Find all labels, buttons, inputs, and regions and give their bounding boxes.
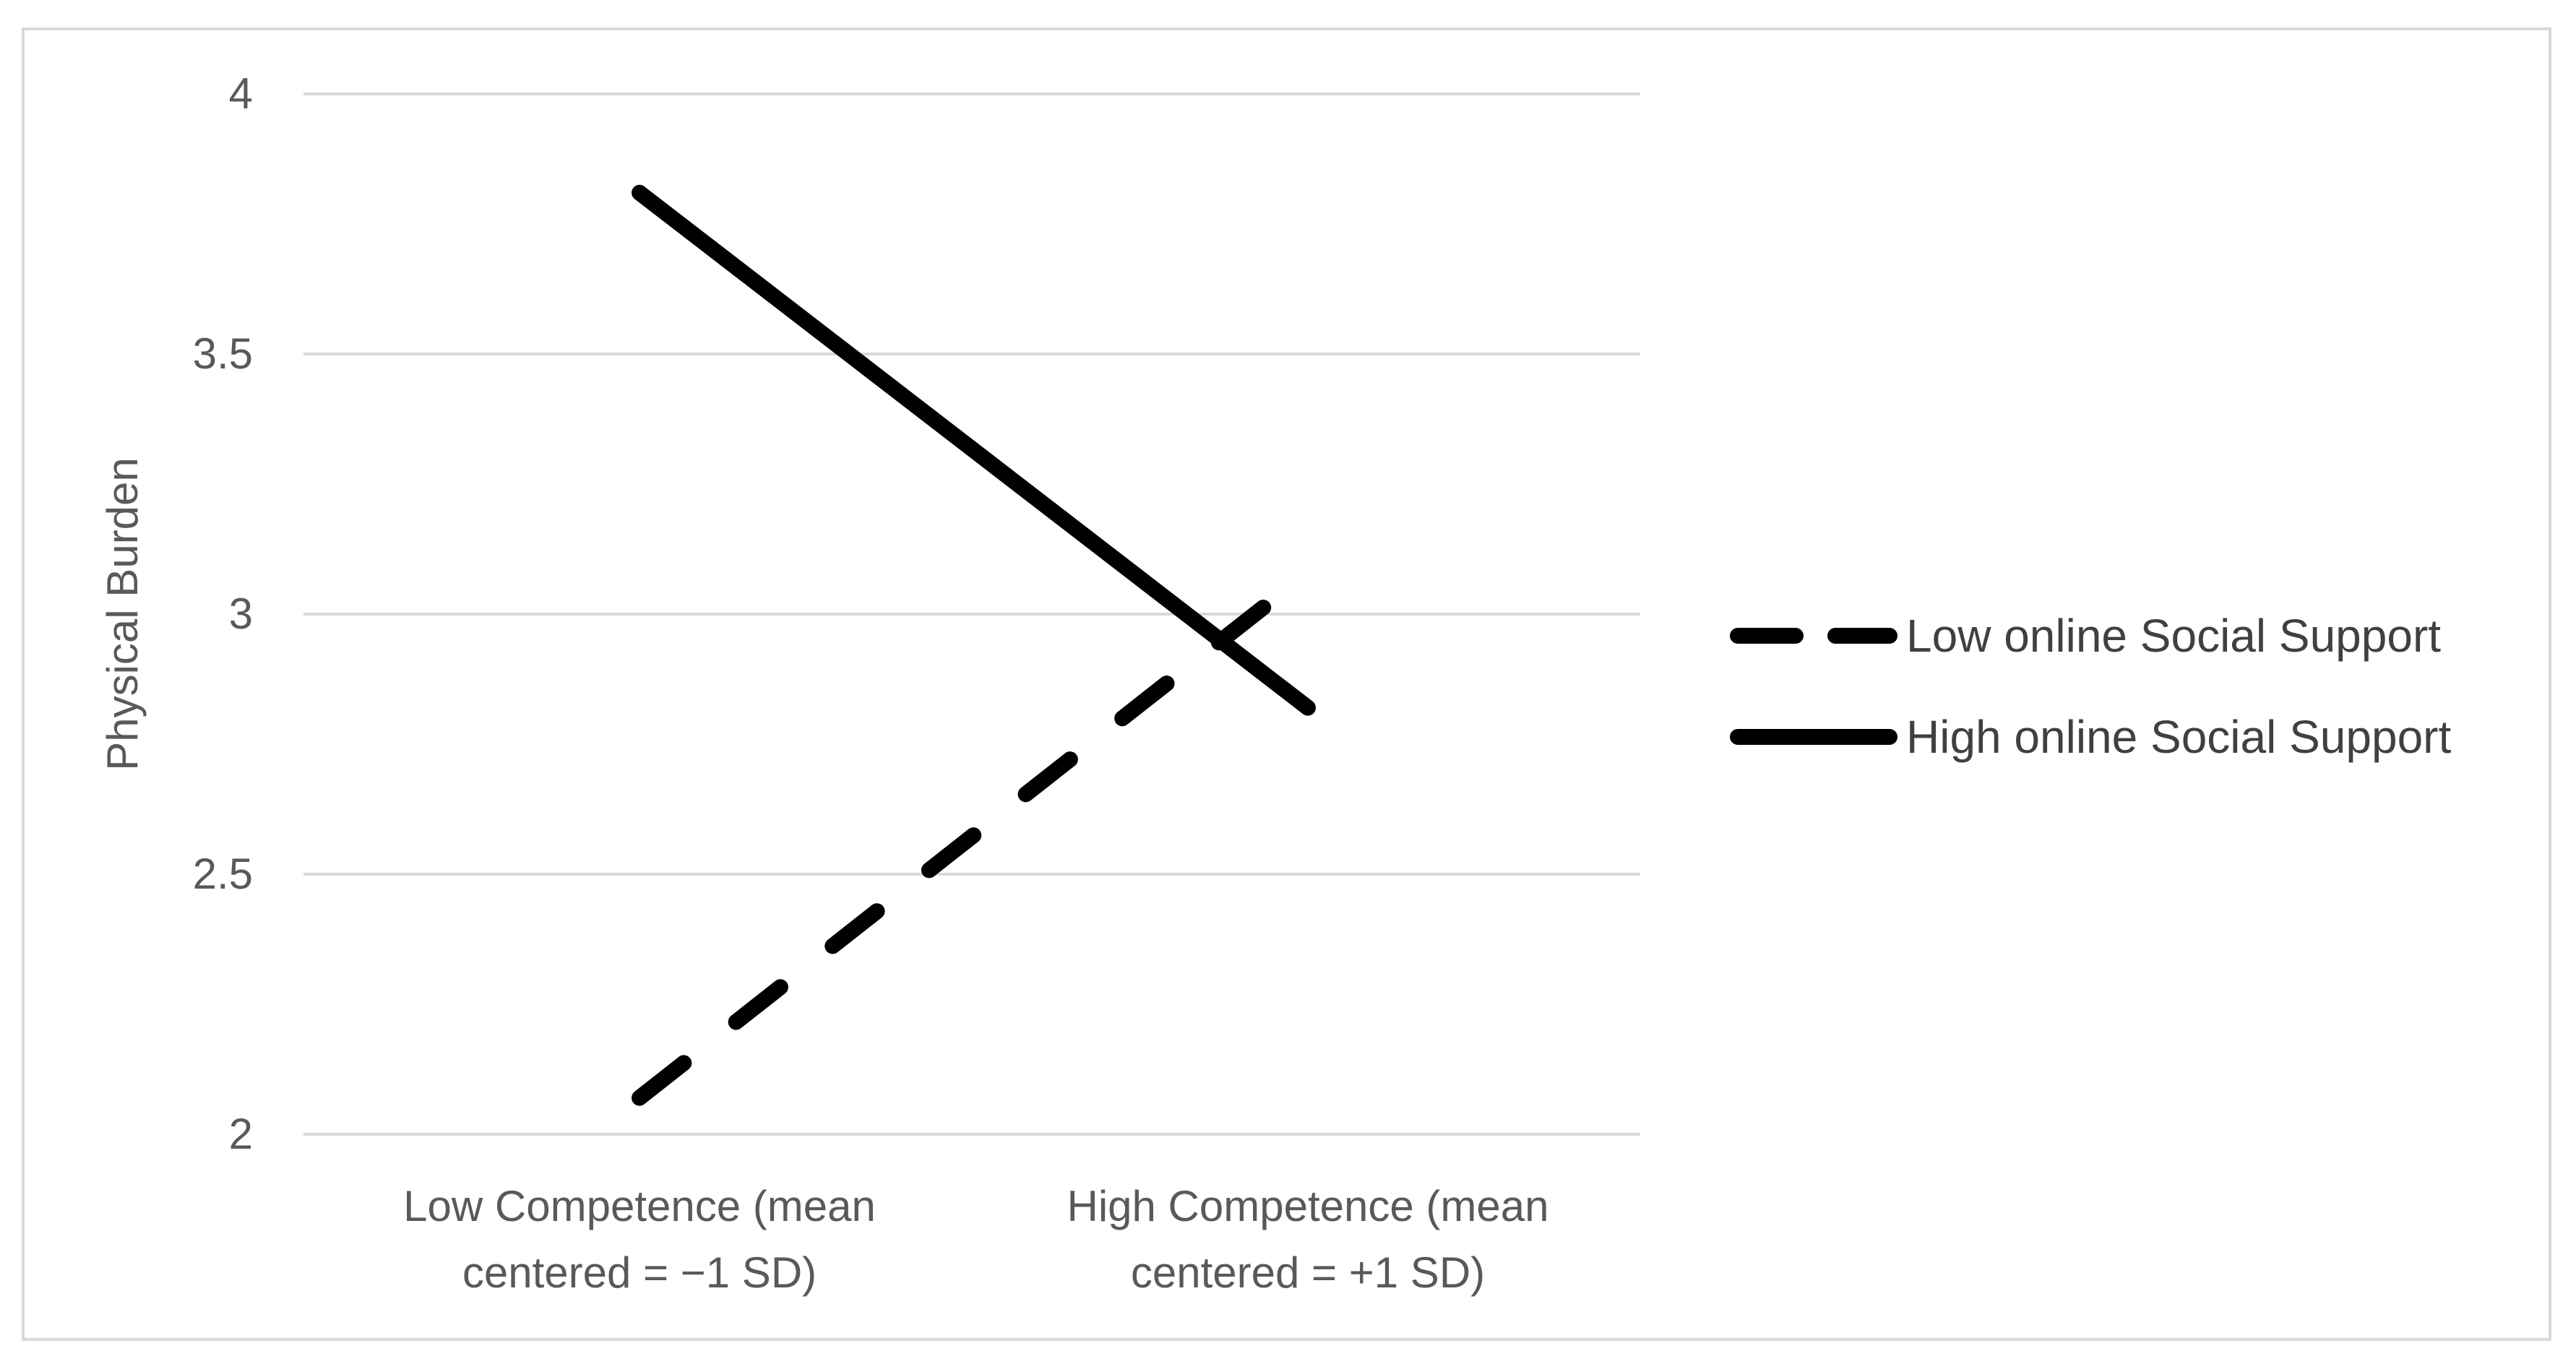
x-tick-label-line: High Competence (mean [1067, 1182, 1548, 1230]
x-tick-label-line: Low Competence (mean [403, 1182, 876, 1230]
series-line-high-support [632, 184, 1316, 716]
y-tick-label: 3 [229, 590, 253, 638]
y-tick-label: 2 [229, 1110, 253, 1158]
gridlines [303, 92, 1640, 1136]
x-tick-label: Low Competence (mean centered = −1 SD) [403, 1182, 876, 1297]
y-tick-labels: 2 2.5 3 3.5 4 [193, 69, 253, 1158]
x-tick-labels: Low Competence (mean centered = −1 SD) Hig… [403, 1182, 1548, 1297]
y-tick-label: 4 [229, 69, 253, 118]
y-tick-label: 2.5 [193, 850, 253, 898]
y-axis-title: Physical Burden [98, 457, 147, 771]
x-tick-label: High Competence (mean centered = +1 SD) [1067, 1182, 1548, 1297]
series-lines [632, 184, 1316, 1106]
legend-label: High online Social Support [1906, 711, 2451, 763]
x-tick-label-line: centered = −1 SD) [462, 1248, 817, 1297]
legend-label: Low online Social Support [1906, 610, 2441, 662]
x-tick-label-line: centered = +1 SD) [1131, 1248, 1485, 1297]
series-line-low-support [632, 564, 1316, 1106]
legend: Low online Social Support High online Soc… [1730, 610, 2451, 763]
y-tick-label: 3.5 [193, 329, 253, 378]
